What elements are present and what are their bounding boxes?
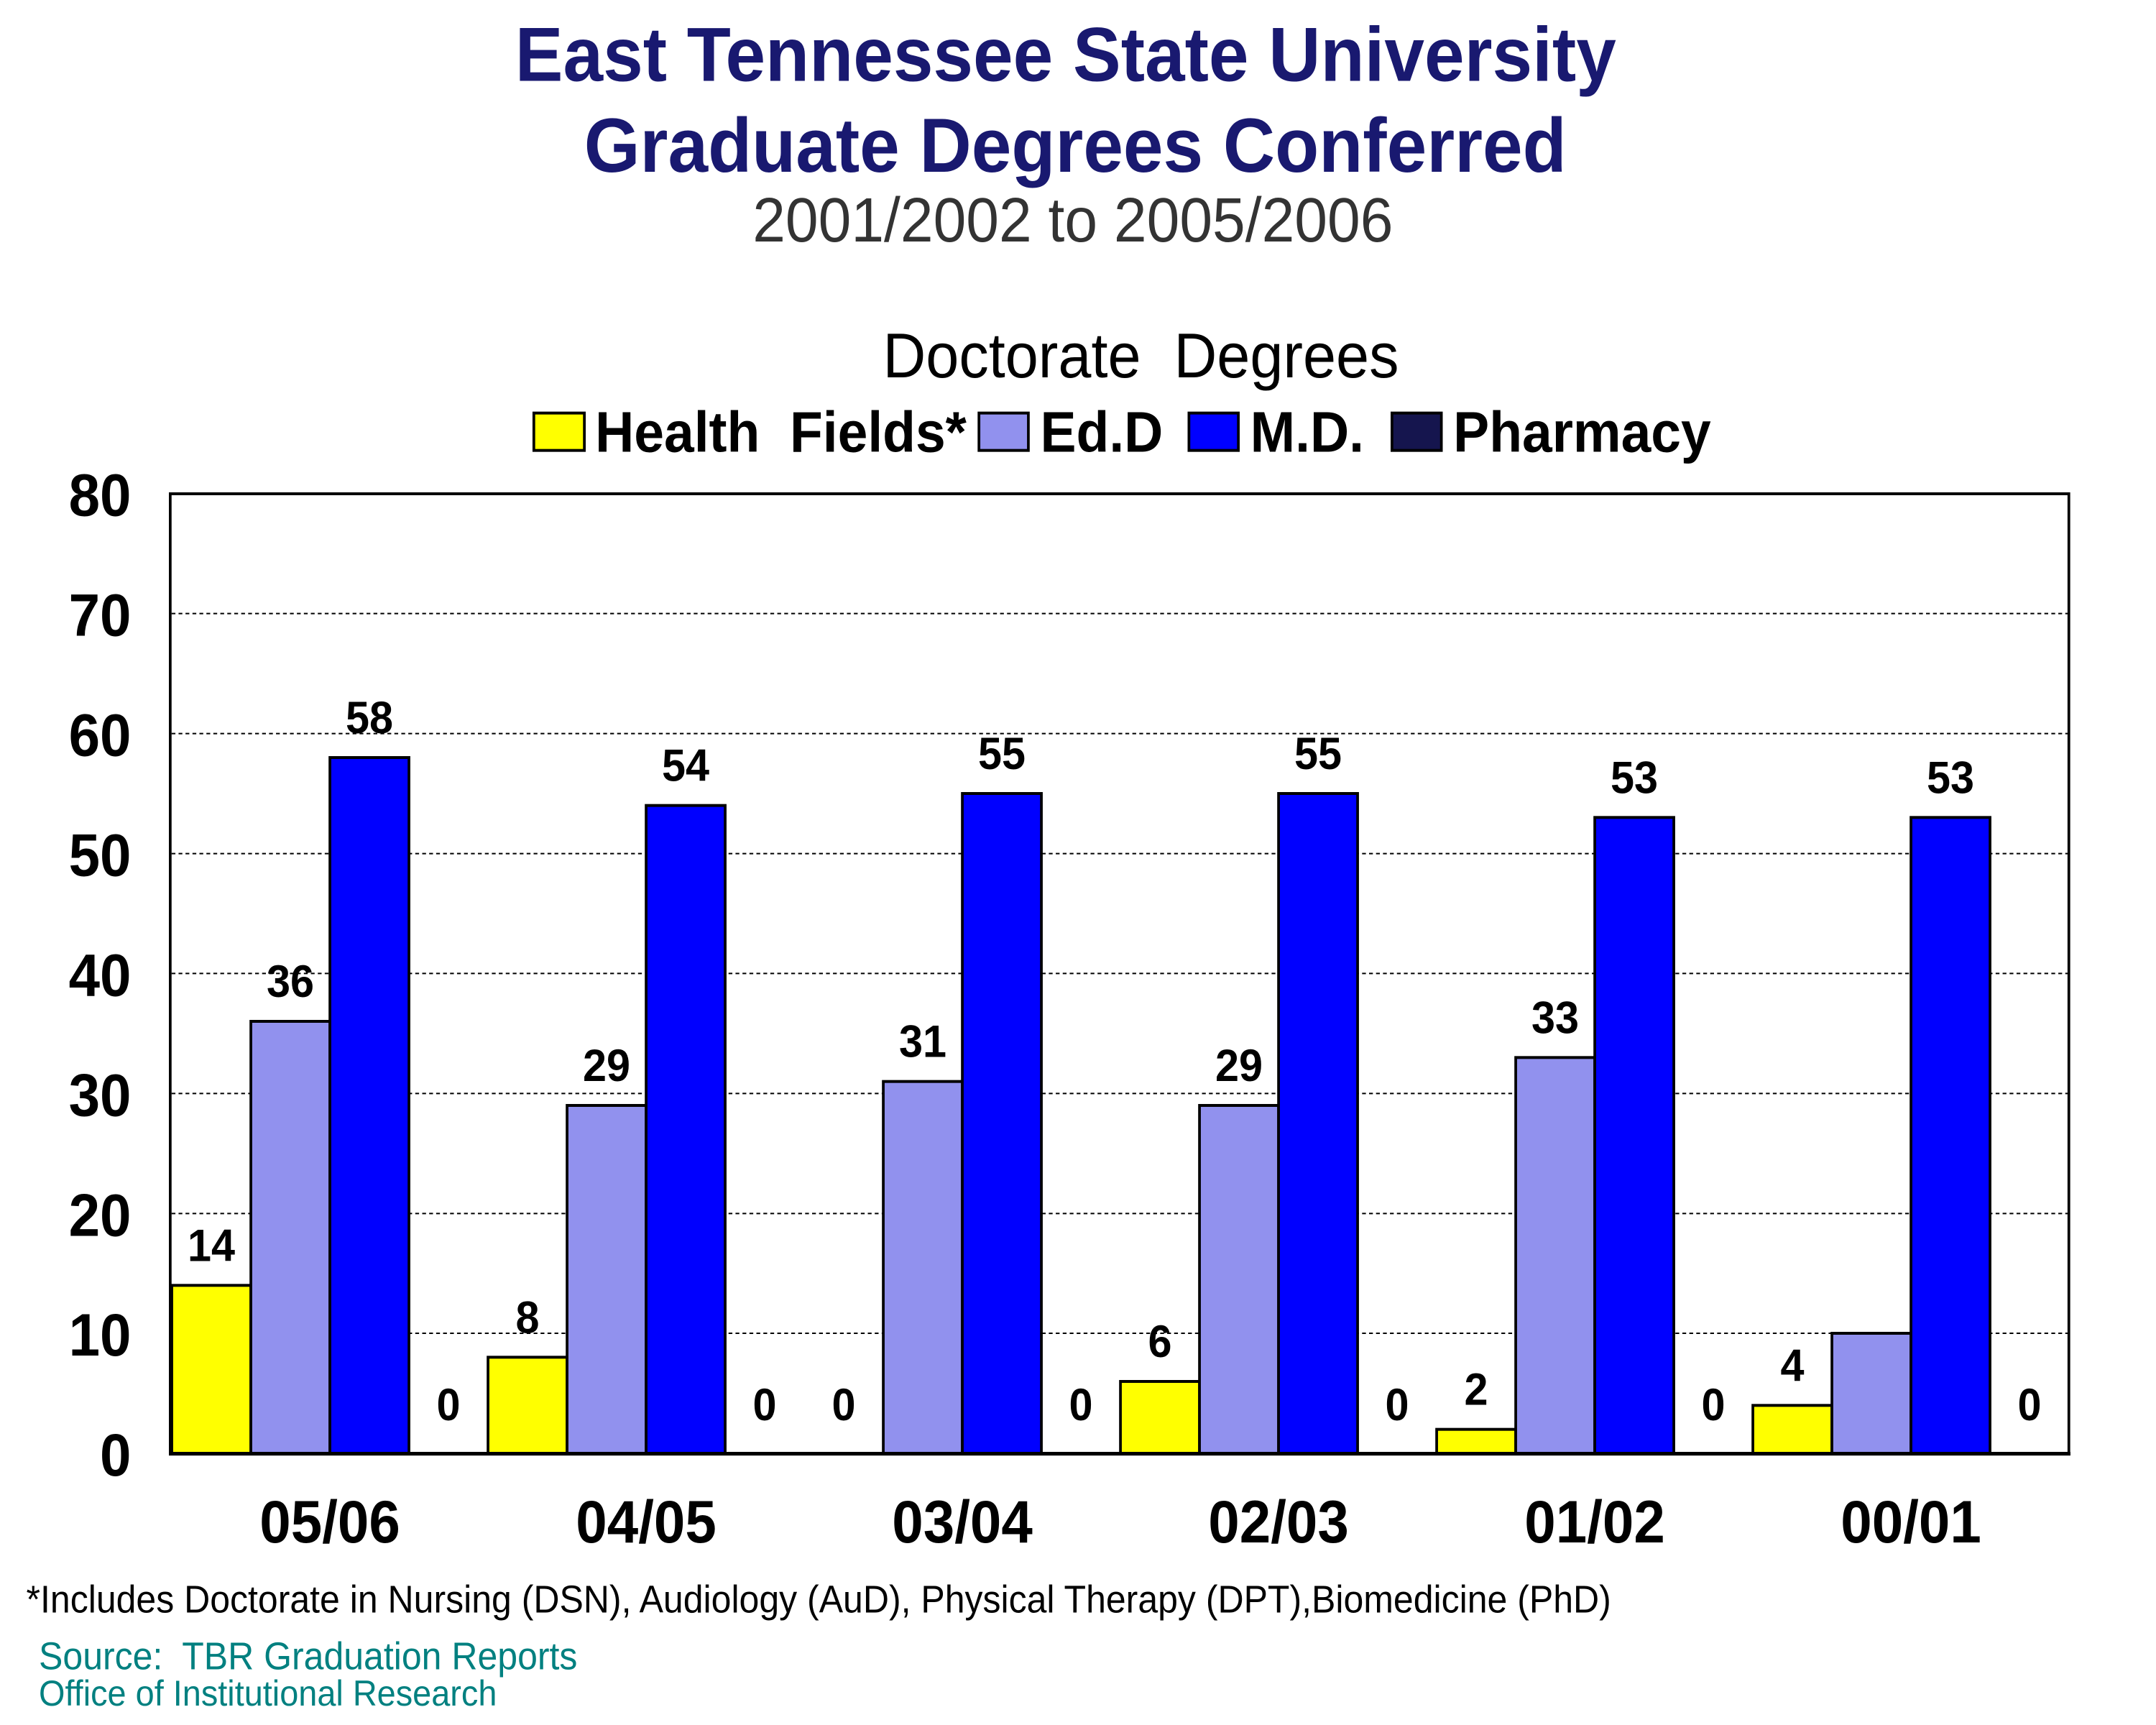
svg-text:55: 55 — [978, 728, 1026, 779]
svg-text:8: 8 — [516, 1292, 540, 1343]
svg-text:Source: TBR Graduation Report: Source: TBR Graduation Reports — [39, 1634, 577, 1678]
svg-text:02/03: 02/03 — [1208, 1489, 1349, 1556]
svg-text:Doctorate Degrees: Doctorate Degrees — [883, 321, 1399, 392]
svg-text:04/05: 04/05 — [576, 1489, 717, 1556]
svg-text:10: 10 — [69, 1302, 132, 1369]
svg-text:05/06: 05/06 — [259, 1489, 400, 1556]
svg-text:00/01: 00/01 — [1841, 1489, 1981, 1556]
svg-text:20: 20 — [69, 1182, 132, 1249]
svg-text:36: 36 — [267, 956, 314, 1007]
svg-text:East Tennessee State Universit: East Tennessee State University — [515, 12, 1616, 98]
svg-text:2001/2002 to 2005/2006: 2001/2002 to 2005/2006 — [752, 185, 1393, 256]
svg-text:Health Fields*: Health Fields* — [595, 400, 967, 464]
svg-text:14: 14 — [188, 1220, 235, 1271]
svg-text:Ed.D: Ed.D — [1041, 400, 1164, 464]
svg-text:2: 2 — [1465, 1364, 1488, 1415]
svg-text:60: 60 — [69, 702, 132, 769]
svg-text:58: 58 — [346, 692, 393, 743]
svg-text:31: 31 — [899, 1016, 946, 1067]
svg-text:4: 4 — [1781, 1340, 1805, 1392]
svg-text:40: 40 — [69, 942, 132, 1009]
svg-text:Office of Institutional Resear: Office of Institutional Research — [39, 1674, 497, 1714]
svg-text:0: 0 — [753, 1379, 777, 1430]
svg-text:0: 0 — [1069, 1379, 1093, 1430]
svg-text:0: 0 — [100, 1422, 131, 1489]
svg-text:50: 50 — [69, 822, 132, 889]
svg-text:29: 29 — [583, 1040, 630, 1091]
svg-text:03/04: 03/04 — [892, 1489, 1033, 1556]
svg-text:M.D.: M.D. — [1250, 400, 1364, 464]
svg-text:Pharmacy: Pharmacy — [1453, 400, 1711, 464]
svg-text:53: 53 — [1927, 753, 1974, 804]
svg-text:0: 0 — [437, 1379, 461, 1430]
svg-text:01/02: 01/02 — [1524, 1489, 1665, 1556]
svg-text:6: 6 — [1148, 1316, 1172, 1367]
svg-text:80: 80 — [69, 462, 132, 529]
svg-text:55: 55 — [1294, 728, 1342, 779]
svg-text:0: 0 — [832, 1379, 856, 1430]
svg-text:53: 53 — [1611, 753, 1658, 804]
svg-text:54: 54 — [662, 740, 709, 791]
svg-text:29: 29 — [1215, 1040, 1263, 1091]
svg-text:0: 0 — [1702, 1379, 1726, 1430]
svg-text:33: 33 — [1531, 993, 1579, 1044]
svg-text:0: 0 — [1386, 1379, 1409, 1430]
svg-text:70: 70 — [69, 582, 132, 649]
svg-text:0: 0 — [2018, 1379, 2042, 1430]
svg-text:Graduate Degrees Conferred: Graduate Degrees Conferred — [584, 102, 1567, 188]
svg-text:*Includes Doctorate in Nursing: *Includes Doctorate in Nursing (DSN), Au… — [27, 1578, 1611, 1621]
svg-text:30: 30 — [69, 1062, 132, 1129]
